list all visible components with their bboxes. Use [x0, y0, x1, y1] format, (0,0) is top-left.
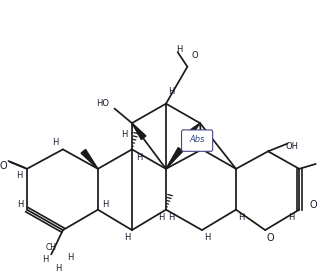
Polygon shape	[186, 123, 200, 137]
Polygon shape	[166, 148, 183, 169]
Text: H: H	[137, 153, 143, 162]
FancyBboxPatch shape	[182, 130, 213, 151]
Text: H: H	[168, 213, 174, 222]
Text: H: H	[17, 200, 23, 209]
Text: O: O	[192, 51, 198, 59]
Text: H: H	[288, 213, 295, 222]
Text: O: O	[0, 161, 7, 171]
Text: O: O	[310, 200, 317, 210]
Text: OH: OH	[286, 142, 299, 151]
Text: H: H	[42, 255, 49, 264]
Text: H: H	[52, 138, 58, 147]
Text: H: H	[158, 213, 164, 222]
Text: H: H	[204, 233, 210, 242]
Polygon shape	[81, 150, 98, 169]
Text: H: H	[204, 130, 211, 139]
Text: H: H	[124, 233, 130, 242]
Text: O: O	[266, 233, 274, 243]
Text: H: H	[168, 88, 174, 96]
Text: H: H	[68, 253, 74, 262]
Text: H: H	[16, 171, 22, 180]
Polygon shape	[190, 133, 202, 149]
Text: H: H	[238, 213, 244, 222]
Text: H: H	[55, 264, 61, 274]
Text: CH: CH	[46, 243, 57, 252]
Text: H: H	[102, 200, 109, 209]
Polygon shape	[132, 123, 146, 140]
Text: Abs: Abs	[189, 135, 205, 144]
Text: H: H	[176, 45, 183, 54]
Text: HO: HO	[96, 99, 109, 108]
Text: H: H	[121, 130, 128, 139]
